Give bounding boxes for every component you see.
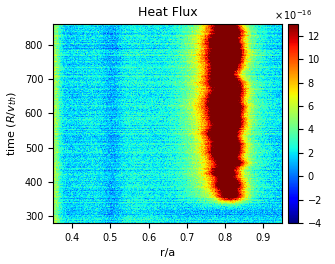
Title: Heat Flux: Heat Flux xyxy=(138,6,198,18)
Y-axis label: time ($R/v_{th}$): time ($R/v_{th}$) xyxy=(6,91,19,156)
Title: $\times\,10^{-16}$: $\times\,10^{-16}$ xyxy=(274,8,312,22)
X-axis label: r/a: r/a xyxy=(160,248,175,258)
